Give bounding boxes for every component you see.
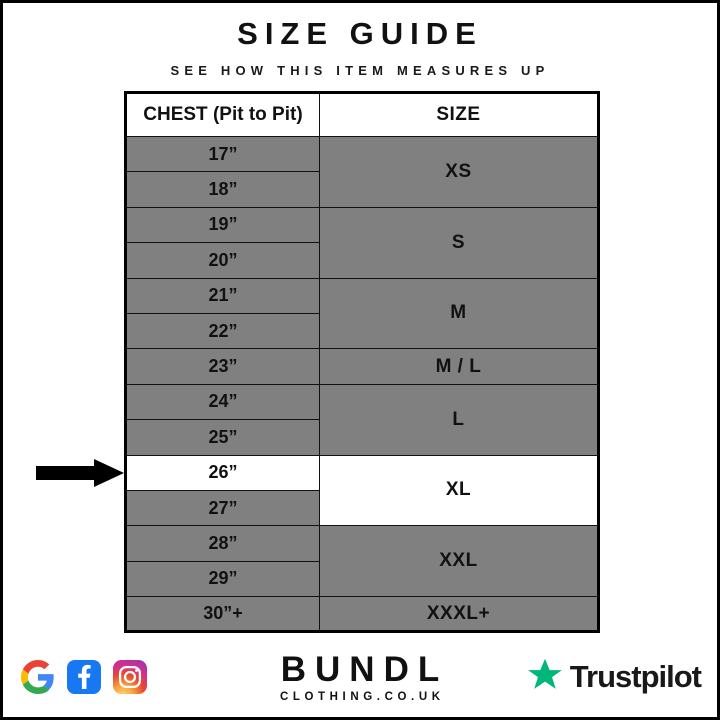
column-header-size: SIZE <box>318 92 600 137</box>
social-links <box>21 660 147 694</box>
page-subtitle: SEE HOW THIS ITEM MEASURES UP <box>170 63 550 79</box>
chest-measurement-cell: 18” <box>125 171 320 208</box>
table-row: 24” L <box>125 383 600 456</box>
size-label-cell: XL <box>318 454 600 527</box>
table-row: 23” M / L <box>125 348 600 385</box>
size-label-cell: M / L <box>318 348 600 385</box>
right-arrow-icon <box>36 459 124 487</box>
trustpilot-wordmark: Trustpilot <box>569 659 702 694</box>
trustpilot-logo[interactable]: Trustpilot <box>527 657 702 698</box>
table-row: 22” <box>125 312 599 350</box>
size-label-cell: XS <box>318 136 600 208</box>
chest-measurement-cell: 22” <box>125 312 320 350</box>
size-label-cell: XXXL+ <box>318 596 600 633</box>
size-label-cell: M <box>318 277 600 350</box>
table-row: 26” XL <box>125 454 600 527</box>
chest-measurement-cell: 26” <box>125 454 320 491</box>
table-row: 29” <box>125 560 599 598</box>
page-title: SIZE GUIDE <box>237 16 483 51</box>
table-row: 30”+ XXXL+ <box>125 596 600 633</box>
table-row: 19” S <box>125 206 600 279</box>
size-label-cell: L <box>318 383 600 456</box>
instagram-icon[interactable] <box>113 660 147 694</box>
chest-measurement-cell: 21” <box>125 277 320 314</box>
table-row: 28” XXL <box>125 525 600 598</box>
chest-measurement-cell: 27” <box>125 489 320 527</box>
chest-measurement-cell: 23” <box>125 348 320 385</box>
table-body: 17” XS 18” 19” S 20” 21” M 22” 23” M / L 24” L 25” 26”… <box>125 135 600 633</box>
table-row: 18” <box>125 171 599 208</box>
table-row: 20” <box>125 242 599 279</box>
size-label-cell: S <box>318 206 600 279</box>
table-header-row: CHEST (Pit to Pit) SIZE <box>125 92 600 137</box>
chest-measurement-cell: 19” <box>125 206 320 244</box>
google-icon[interactable] <box>21 660 55 694</box>
chest-measurement-cell: 24” <box>125 383 320 421</box>
chest-measurement-cell: 25” <box>125 419 320 456</box>
chest-measurement-cell: 29” <box>125 560 320 598</box>
chest-measurement-cell: 30”+ <box>125 596 320 633</box>
chest-measurement-cell: 28” <box>125 525 320 562</box>
chest-measurement-cell: 17” <box>125 135 320 173</box>
table-row: 27” <box>125 489 599 527</box>
chest-measurement-cell: 20” <box>125 242 320 279</box>
size-table-container: CHEST (Pit to Pit) SIZE 17” XS 18” 19” S 20” 2… <box>124 91 600 634</box>
footer: BUNDL CLOTHING.CO.UK Trustpilot <box>3 637 717 717</box>
table-row: 21” M <box>125 277 600 350</box>
trustpilot-star-icon <box>527 657 563 698</box>
size-table: CHEST (Pit to Pit) SIZE 17” XS 18” 19” S 20” 2… <box>124 91 600 634</box>
table-row: 17” XS <box>125 135 600 208</box>
column-header-chest: CHEST (Pit to Pit) <box>125 92 320 137</box>
header: SIZE GUIDE SEE HOW THIS ITEM MEASURES UP <box>3 3 717 78</box>
table-header: CHEST (Pit to Pit) SIZE <box>125 92 600 137</box>
size-label-cell: XXL <box>318 525 600 598</box>
table-row: 25” <box>125 419 599 456</box>
facebook-icon[interactable] <box>67 660 101 694</box>
